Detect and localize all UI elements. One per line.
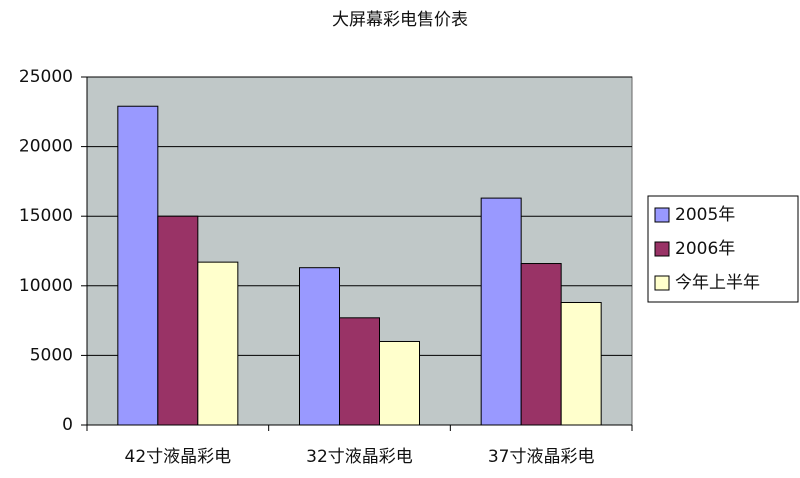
x-tick-label: 37寸液晶彩电 xyxy=(488,447,595,467)
bar xyxy=(339,317,380,426)
y-tick-label: 10000 xyxy=(19,276,73,296)
bar xyxy=(197,261,239,426)
bar xyxy=(299,267,340,426)
y-tick-label: 25000 xyxy=(19,67,73,87)
x-tick-label: 32寸液晶彩电 xyxy=(306,447,413,467)
bar xyxy=(379,340,420,426)
legend-label: 2006年 xyxy=(675,239,735,259)
bar xyxy=(157,215,199,426)
legend-swatch xyxy=(654,207,670,223)
bar xyxy=(480,197,522,426)
legend-swatch xyxy=(654,275,670,291)
bar xyxy=(117,105,159,426)
legend-swatch xyxy=(654,241,670,257)
y-tick-label: 5000 xyxy=(30,345,73,365)
y-tick-label: 20000 xyxy=(19,137,73,157)
bar xyxy=(520,263,562,426)
legend-box xyxy=(647,195,799,303)
x-tick-label: 42寸液晶彩电 xyxy=(125,447,232,467)
y-tick-label: 0 xyxy=(62,415,73,435)
y-tick-label: 15000 xyxy=(19,206,73,226)
bar xyxy=(560,302,602,426)
chart-title: 大屏幕彩电售价表 xyxy=(332,10,468,30)
legend-label: 2005年 xyxy=(675,205,735,225)
legend-label: 今年上半年 xyxy=(675,273,760,293)
